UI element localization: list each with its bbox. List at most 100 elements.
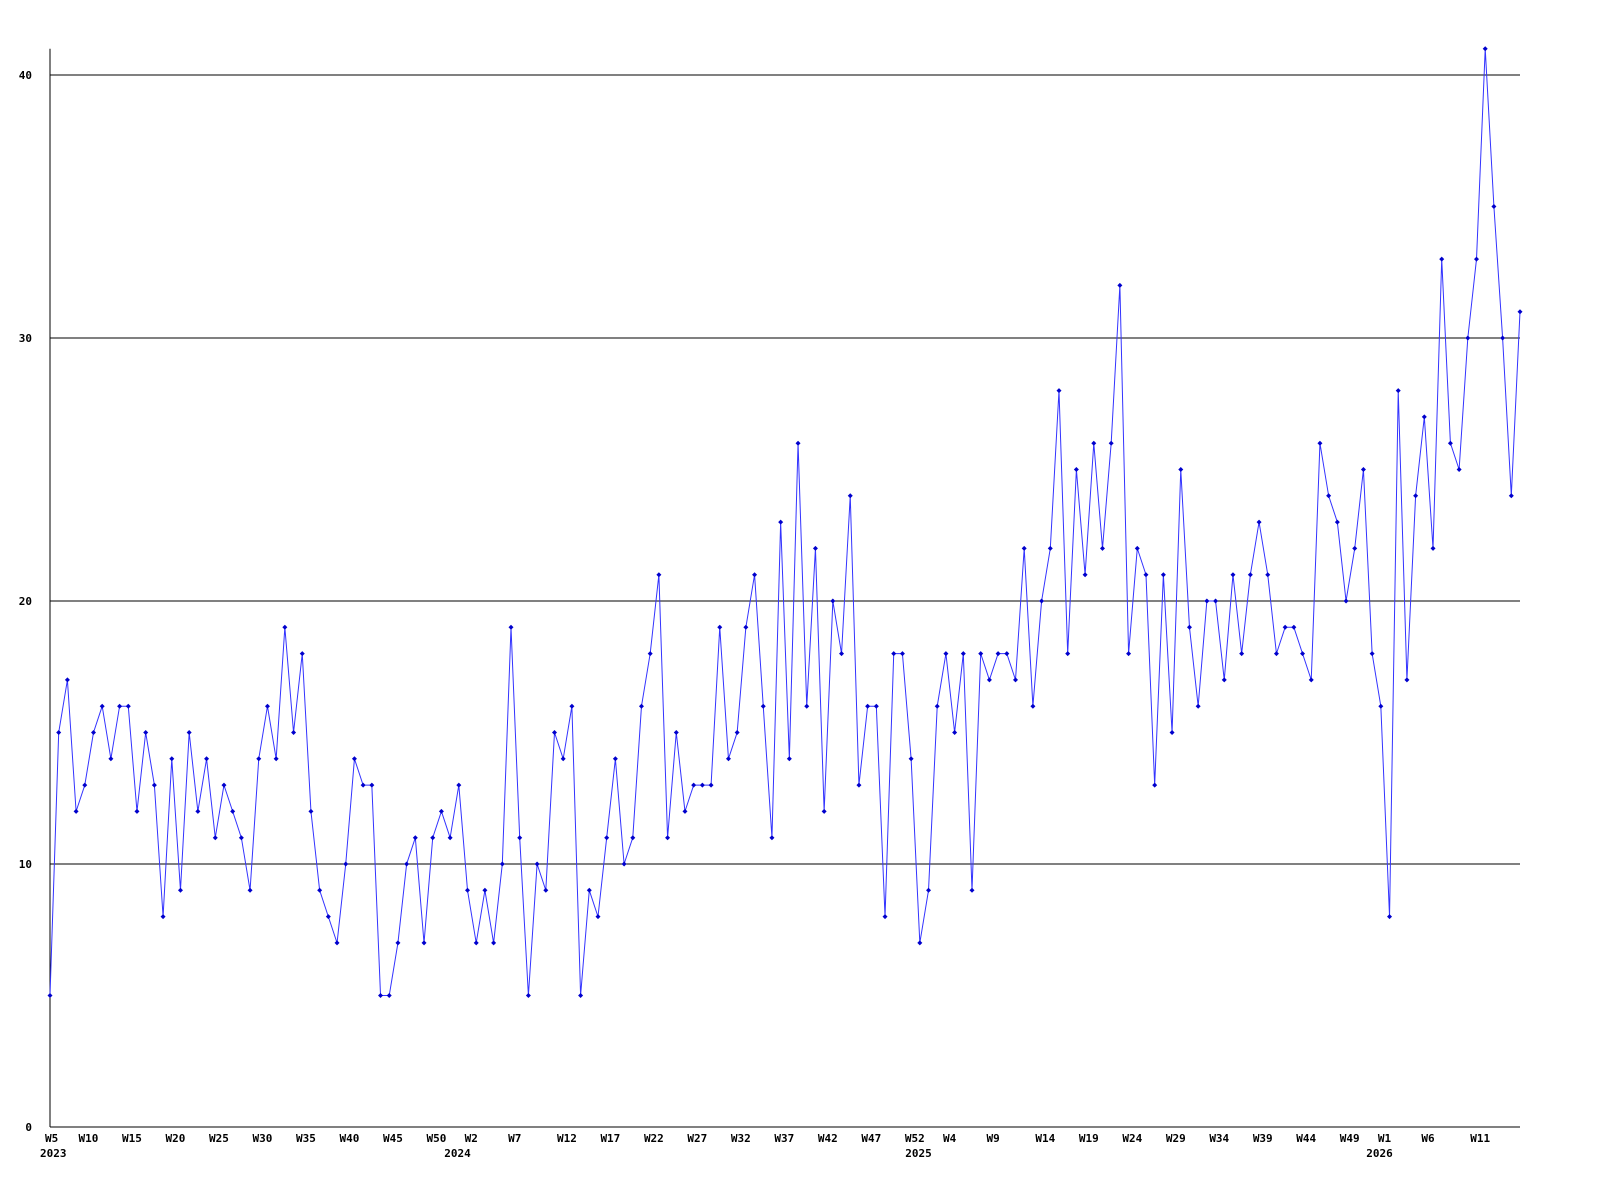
- data-point: [769, 835, 775, 841]
- data-point: [1247, 572, 1253, 578]
- data-point: [143, 730, 149, 735]
- data-point: [195, 808, 201, 814]
- data-point: [926, 887, 932, 893]
- data-point: [691, 782, 697, 788]
- data-point: [630, 835, 636, 841]
- year-label: 2025: [905, 1147, 932, 1160]
- x-tick-label: W34: [1209, 1132, 1229, 1145]
- x-tick-label: W25: [209, 1132, 229, 1145]
- data-point: [508, 624, 514, 630]
- data-point: [534, 861, 540, 867]
- data-point: [560, 756, 566, 762]
- x-tick-label: W27: [687, 1132, 707, 1145]
- data-point: [299, 651, 305, 657]
- data-point: [952, 730, 958, 735]
- data-point: [438, 808, 444, 814]
- data-point: [604, 835, 610, 841]
- data-point: [317, 887, 323, 893]
- x-tick-label: W10: [79, 1132, 99, 1145]
- data-point: [1326, 493, 1332, 499]
- data-point: [1039, 598, 1045, 604]
- data-point: [1343, 598, 1349, 604]
- x-tick-label: W37: [774, 1132, 794, 1145]
- data-point: [1186, 624, 1192, 630]
- x-tick-label: W12: [557, 1132, 577, 1145]
- data-point: [569, 703, 575, 709]
- data-point: [1508, 493, 1514, 499]
- data-point: [1491, 204, 1497, 209]
- data-point: [1073, 467, 1079, 472]
- data-point: [264, 703, 270, 709]
- data-point: [160, 914, 166, 920]
- data-point: [117, 703, 123, 709]
- data-point: [465, 887, 471, 893]
- data-point: [847, 493, 853, 499]
- data-point: [1352, 545, 1358, 551]
- x-tick-label: W29: [1166, 1132, 1186, 1145]
- data-point: [1465, 335, 1471, 341]
- data-point: [343, 861, 349, 867]
- x-tick-label: W52: [905, 1132, 925, 1145]
- data-point: [1387, 914, 1393, 920]
- data-point: [1108, 440, 1114, 446]
- x-tick-label: W47: [861, 1132, 881, 1145]
- data-point: [891, 651, 897, 657]
- x-tick-label: W5: [45, 1132, 58, 1145]
- data-point: [108, 756, 114, 762]
- data-point: [656, 572, 662, 578]
- data-point: [1013, 677, 1019, 683]
- data-point: [1430, 545, 1436, 551]
- data-point: [786, 756, 792, 762]
- data-point: [725, 756, 731, 762]
- data-point: [473, 940, 479, 946]
- data-point: [1099, 545, 1105, 551]
- data-point: [369, 782, 375, 788]
- data-point: [73, 808, 79, 814]
- x-tick-label: W7: [508, 1132, 521, 1145]
- x-tick-label: W35: [296, 1132, 316, 1145]
- data-point: [282, 624, 288, 630]
- data-point: [386, 993, 392, 998]
- data-point: [865, 703, 871, 709]
- data-point: [1256, 519, 1262, 525]
- data-point: [1143, 572, 1149, 578]
- data-point: [1047, 545, 1053, 551]
- data-point: [1395, 388, 1401, 394]
- data-point: [1378, 703, 1384, 709]
- x-tick-label: W30: [253, 1132, 273, 1145]
- data-point: [917, 940, 923, 946]
- year-label: 2023: [40, 1147, 67, 1160]
- x-tick-label: W11: [1470, 1132, 1490, 1145]
- data-point: [943, 651, 949, 657]
- y-tick-label: 40: [19, 69, 32, 82]
- data-point: [273, 756, 279, 762]
- data-point: [551, 730, 557, 735]
- data-point: [177, 887, 183, 893]
- data-point: [804, 703, 810, 709]
- data-point: [1221, 677, 1227, 683]
- data-point: [378, 993, 384, 998]
- data-point: [638, 703, 644, 709]
- data-point: [1126, 651, 1132, 657]
- x-tick-label: W14: [1035, 1132, 1055, 1145]
- data-point: [125, 703, 131, 709]
- data-point: [334, 940, 340, 946]
- data-point: [1421, 414, 1427, 420]
- data-point: [839, 651, 845, 657]
- data-point: [830, 598, 836, 604]
- x-tick-label: W9: [986, 1132, 999, 1145]
- data-point: [64, 677, 70, 683]
- x-tick-label: W17: [600, 1132, 620, 1145]
- x-tick-label: W19: [1079, 1132, 1099, 1145]
- data-point: [1308, 677, 1314, 683]
- data-point: [1030, 703, 1036, 709]
- x-tick-label: W24: [1122, 1132, 1142, 1145]
- x-tick-label: W4: [943, 1132, 957, 1145]
- x-tick-label: W2: [465, 1132, 478, 1145]
- data-point: [1404, 677, 1410, 683]
- data-point: [499, 861, 505, 867]
- data-point: [752, 572, 758, 578]
- data-point: [682, 808, 688, 814]
- data-point: [1152, 782, 1158, 788]
